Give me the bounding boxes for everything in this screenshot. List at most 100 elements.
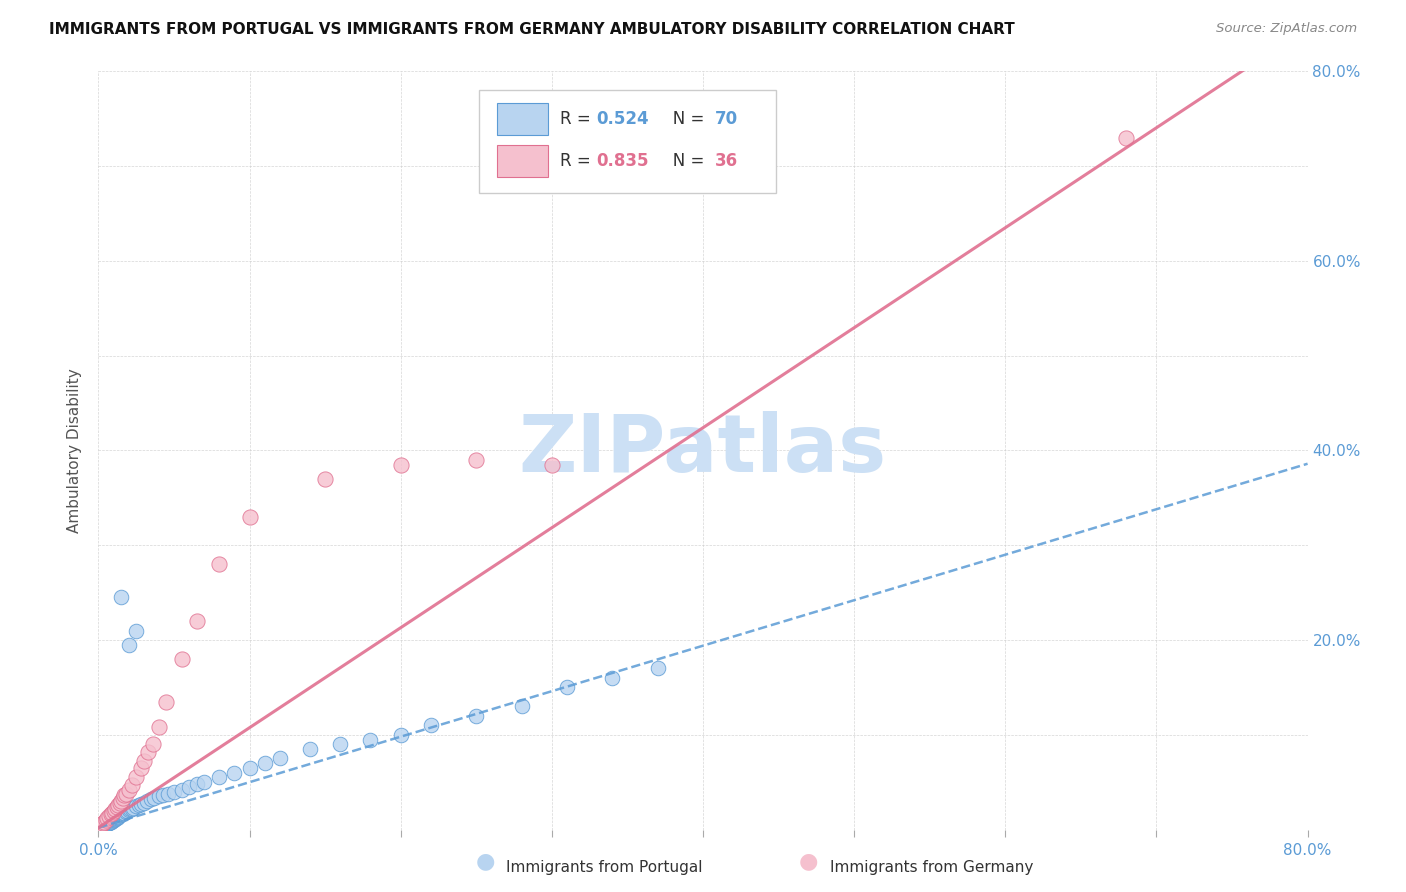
Text: 70: 70 <box>716 110 738 128</box>
Point <box>105 800 128 814</box>
Point <box>148 789 170 804</box>
Point <box>90 821 112 835</box>
Point <box>122 801 145 815</box>
Text: R =: R = <box>561 152 596 169</box>
Point <box>125 798 148 813</box>
Text: N =: N = <box>657 110 710 128</box>
Point <box>135 794 157 808</box>
Point <box>100 815 122 830</box>
Point <box>105 810 128 824</box>
Text: N =: N = <box>657 152 710 169</box>
Point <box>155 695 177 709</box>
Point <box>91 820 114 834</box>
Point <box>104 811 127 825</box>
Point <box>100 815 122 830</box>
FancyBboxPatch shape <box>479 90 776 193</box>
Point <box>179 780 201 794</box>
Point <box>110 794 132 808</box>
Point <box>112 789 135 803</box>
Point <box>111 806 134 821</box>
Point <box>118 782 141 797</box>
Point <box>98 809 121 823</box>
FancyBboxPatch shape <box>498 103 548 135</box>
Point <box>91 819 114 833</box>
Point <box>98 815 121 830</box>
Point <box>107 809 129 823</box>
Y-axis label: Ambulatory Disability: Ambulatory Disability <box>67 368 83 533</box>
Point <box>299 742 322 756</box>
Point <box>152 789 174 803</box>
Point <box>389 458 412 472</box>
Point <box>107 810 129 824</box>
Point <box>125 624 148 638</box>
Point <box>108 796 131 810</box>
Text: Source: ZipAtlas.com: Source: ZipAtlas.com <box>1216 22 1357 36</box>
Point <box>156 787 179 801</box>
Text: R =: R = <box>561 110 596 128</box>
Point <box>129 761 152 775</box>
Point <box>540 458 562 472</box>
Point <box>96 816 118 830</box>
Point <box>107 797 129 812</box>
Point <box>141 792 163 806</box>
Point <box>96 817 118 831</box>
Point <box>142 737 165 751</box>
Point <box>170 652 193 666</box>
Point <box>193 775 215 789</box>
Point <box>112 805 135 820</box>
Point <box>186 614 208 628</box>
Point <box>118 638 141 652</box>
Point <box>314 472 336 486</box>
Point <box>208 771 231 785</box>
Point <box>121 802 143 816</box>
Point <box>108 808 131 822</box>
Point <box>114 805 136 819</box>
Point <box>93 819 115 833</box>
Point <box>143 791 166 805</box>
Point <box>329 737 352 751</box>
Point <box>105 811 128 825</box>
Text: Immigrants from Germany: Immigrants from Germany <box>830 860 1033 874</box>
Point <box>103 804 125 818</box>
Point <box>602 671 624 685</box>
Text: 0.524: 0.524 <box>596 110 650 128</box>
Point <box>465 453 488 467</box>
Text: ZIPatlas: ZIPatlas <box>519 411 887 490</box>
Point <box>101 814 124 828</box>
Point <box>118 803 141 817</box>
Point <box>208 557 231 572</box>
Text: 0.835: 0.835 <box>596 152 650 169</box>
Point <box>121 778 143 792</box>
Point <box>90 818 112 832</box>
Point <box>253 756 276 771</box>
Point <box>90 820 112 834</box>
Point <box>1115 130 1137 145</box>
Text: ●: ● <box>799 851 818 871</box>
Point <box>101 805 124 820</box>
Point <box>94 817 117 831</box>
Point <box>104 802 127 816</box>
Point <box>389 728 412 742</box>
Point <box>100 807 122 822</box>
Point <box>132 796 155 810</box>
Point <box>186 777 208 791</box>
Point <box>125 771 148 785</box>
Point <box>239 509 262 524</box>
Point <box>91 816 114 830</box>
Point <box>163 785 186 799</box>
Point <box>120 802 142 816</box>
Text: IMMIGRANTS FROM PORTUGAL VS IMMIGRANTS FROM GERMANY AMBULATORY DISABILITY CORREL: IMMIGRANTS FROM PORTUGAL VS IMMIGRANTS F… <box>49 22 1015 37</box>
Point <box>647 661 669 675</box>
Point <box>360 732 382 747</box>
Point <box>103 813 125 827</box>
Point <box>96 811 118 825</box>
Point <box>93 818 115 832</box>
Point <box>110 807 132 822</box>
Text: Immigrants from Portugal: Immigrants from Portugal <box>506 860 703 874</box>
Point <box>136 745 159 759</box>
Point <box>108 807 131 822</box>
Point <box>114 787 136 801</box>
Text: 36: 36 <box>716 152 738 169</box>
Point <box>93 815 115 830</box>
Point <box>98 816 121 830</box>
